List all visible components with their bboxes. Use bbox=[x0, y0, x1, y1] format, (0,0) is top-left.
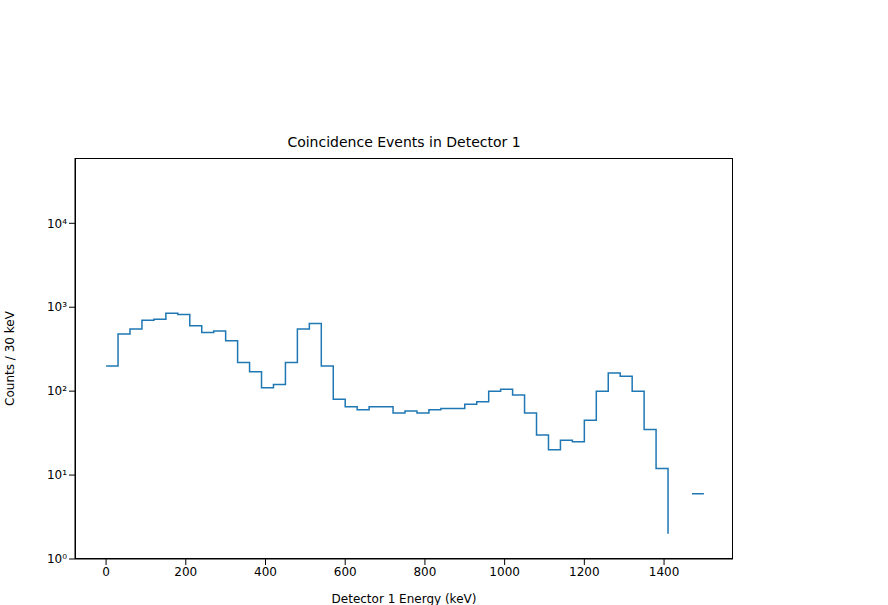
svg-text:Counts / 30 keV: Counts / 30 keV bbox=[3, 310, 17, 406]
svg-text:10³: 10³ bbox=[47, 300, 67, 314]
svg-text:200: 200 bbox=[174, 565, 197, 579]
svg-text:800: 800 bbox=[413, 565, 436, 579]
svg-text:10⁴: 10⁴ bbox=[47, 217, 67, 231]
html-text:Coincidence Events in Detector: Coincidence Events in Detector 1 bbox=[287, 134, 521, 150]
svg-text:400: 400 bbox=[254, 565, 277, 579]
svg-text:1200: 1200 bbox=[569, 565, 600, 579]
svg-text:10¹: 10¹ bbox=[47, 468, 67, 482]
svg-text:1400: 1400 bbox=[649, 565, 680, 579]
svg-text:1000: 1000 bbox=[489, 565, 520, 579]
svg-text:600: 600 bbox=[334, 565, 357, 579]
svg-text:10⁰: 10⁰ bbox=[47, 552, 67, 566]
svg-text:10²: 10² bbox=[47, 384, 67, 398]
svg-text:0: 0 bbox=[102, 565, 110, 579]
svg-text:Detector 1 Energy (keV): Detector 1 Energy (keV) bbox=[332, 592, 477, 605]
